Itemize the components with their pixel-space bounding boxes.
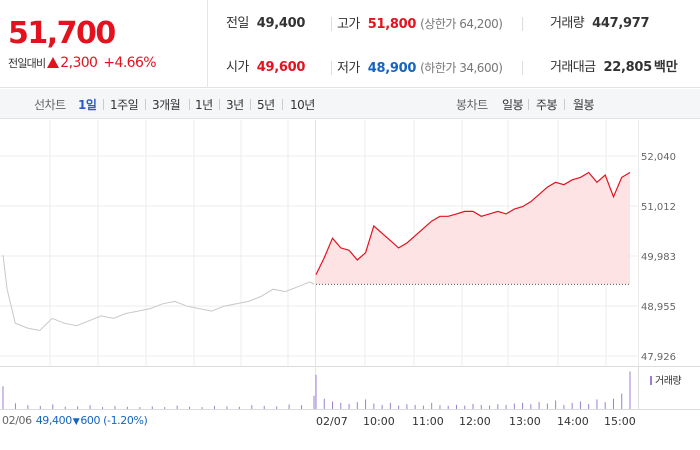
divider: [522, 17, 523, 31]
stat-label: 고가: [337, 17, 360, 32]
y-tick-label: 49,983: [641, 252, 676, 263]
prev-day-rate: (-1.20%): [103, 414, 148, 427]
x-axis-labels: 02/07 10:00 11:00 12:00 13:00 14:00 15:00: [316, 415, 636, 428]
stat-value: 447,977: [592, 16, 650, 31]
tab-daily[interactable]: 일봉: [502, 98, 524, 112]
divider: [103, 99, 104, 110]
stat-label: 시가: [226, 60, 249, 75]
upper-limit: (상한가 64,200): [420, 17, 503, 31]
x-tick-label: 11:00: [412, 415, 444, 428]
change-line: 전일대비 2,300 +4.66%: [8, 53, 157, 73]
chart-period-tabbar: 선차트 1일 1주일 3개월 1년 3년 5년 10년 봉차트 일봉 주봉 월봉: [0, 89, 700, 119]
current-price: 51,700: [8, 16, 116, 51]
tab-10y[interactable]: 10년: [290, 98, 315, 112]
down-triangle-icon: ▼: [72, 417, 80, 427]
stat-value: 49,400: [256, 16, 306, 31]
tab-1w[interactable]: 1주일: [110, 98, 139, 112]
stat-volume: 거래량 447,977: [550, 15, 650, 33]
stat-label: 전일: [226, 16, 249, 31]
y-tick-label: 52,040: [641, 152, 676, 163]
tab-3y[interactable]: 3년: [226, 98, 244, 112]
x-tick-label: 10:00: [363, 415, 395, 428]
divider: [522, 61, 523, 75]
stat-high: 고가 51,800 (상한가 64,200): [337, 15, 503, 34]
divider: [250, 99, 251, 110]
y-axis-labels: 52,040 51,012 49,983 48,955 47,926: [641, 152, 676, 363]
divider: [528, 99, 529, 110]
line-chart-label: 선차트: [34, 98, 66, 112]
stat-amount: 거래대금 22,805 백만: [550, 59, 678, 77]
change-label: 전일대비: [8, 57, 46, 70]
change-value: 2,300: [60, 55, 98, 71]
divider: [331, 61, 332, 75]
stat-value: 51,800: [367, 17, 417, 32]
stat-label: 거래량: [550, 16, 585, 31]
candle-chart-label: 봉차트: [456, 98, 488, 112]
prev-day-date: 02/06: [2, 414, 32, 427]
stat-label: 저가: [337, 61, 360, 76]
x-tick-label: 12:00: [459, 415, 491, 428]
stat-value: 49,600: [256, 60, 306, 75]
y-tick-label: 48,955: [641, 302, 676, 313]
stat-unit: 백만: [653, 60, 678, 75]
volume-legend-swatch: [650, 376, 652, 385]
x-tick-label: 13:00: [509, 415, 541, 428]
stat-prev-close: 전일 49,400: [226, 15, 305, 33]
volume-bars: [2, 371, 631, 409]
stat-label: 거래대금: [550, 60, 596, 75]
prev-day-summary: 02/06 49,400▼600 (-1.20%): [2, 414, 148, 427]
price-chart: 52,040 51,012 49,983 48,955 47,926 02/07 10:0…: [0, 120, 700, 428]
price-box: 51,700 전일대비 2,300 +4.66%: [0, 0, 208, 88]
change-rate: +4.66%: [103, 55, 156, 71]
divider: [282, 99, 283, 110]
price-area-fill: [316, 172, 630, 285]
tab-3m[interactable]: 3개월: [152, 98, 181, 112]
lower-limit: (하한가 34,600): [420, 61, 503, 75]
stat-value: 48,900: [367, 61, 417, 76]
y-tick-label: 51,012: [641, 202, 676, 213]
volume-legend-label: 거래량: [655, 376, 682, 387]
prev-day-change: 600: [80, 414, 101, 427]
tab-weekly[interactable]: 주봉: [536, 98, 558, 112]
stat-value: 22,805: [603, 60, 652, 75]
stat-low: 저가 48,900 (하한가 34,600): [337, 59, 503, 78]
up-triangle-icon: [47, 57, 60, 68]
tab-monthly[interactable]: 월봉: [573, 98, 595, 112]
price-lines: [2, 171, 631, 332]
tab-5y[interactable]: 5년: [257, 98, 275, 112]
x-tick-label: 02/07: [316, 415, 348, 428]
volume-legend: 거래량: [650, 372, 682, 387]
tab-1y[interactable]: 1년: [195, 98, 213, 112]
y-tick-label: 47,926: [641, 352, 676, 363]
x-tick-label: 15:00: [604, 415, 636, 428]
x-tick-label: 14:00: [557, 415, 589, 428]
stat-open: 시가 49,600: [226, 59, 305, 77]
divider: [145, 99, 146, 110]
quote-summary: 51,700 전일대비 2,300 +4.66% 전일 49,400 고가 51,800…: [0, 0, 700, 88]
tab-1d[interactable]: 1일: [78, 98, 97, 112]
prev-day-price-line: [2, 255, 315, 332]
divider: [564, 99, 565, 110]
divider: [219, 99, 220, 110]
divider: [331, 17, 332, 31]
prev-day-close: 49,400: [35, 414, 72, 427]
divider: [189, 99, 190, 110]
today-price-line: [315, 171, 631, 275]
